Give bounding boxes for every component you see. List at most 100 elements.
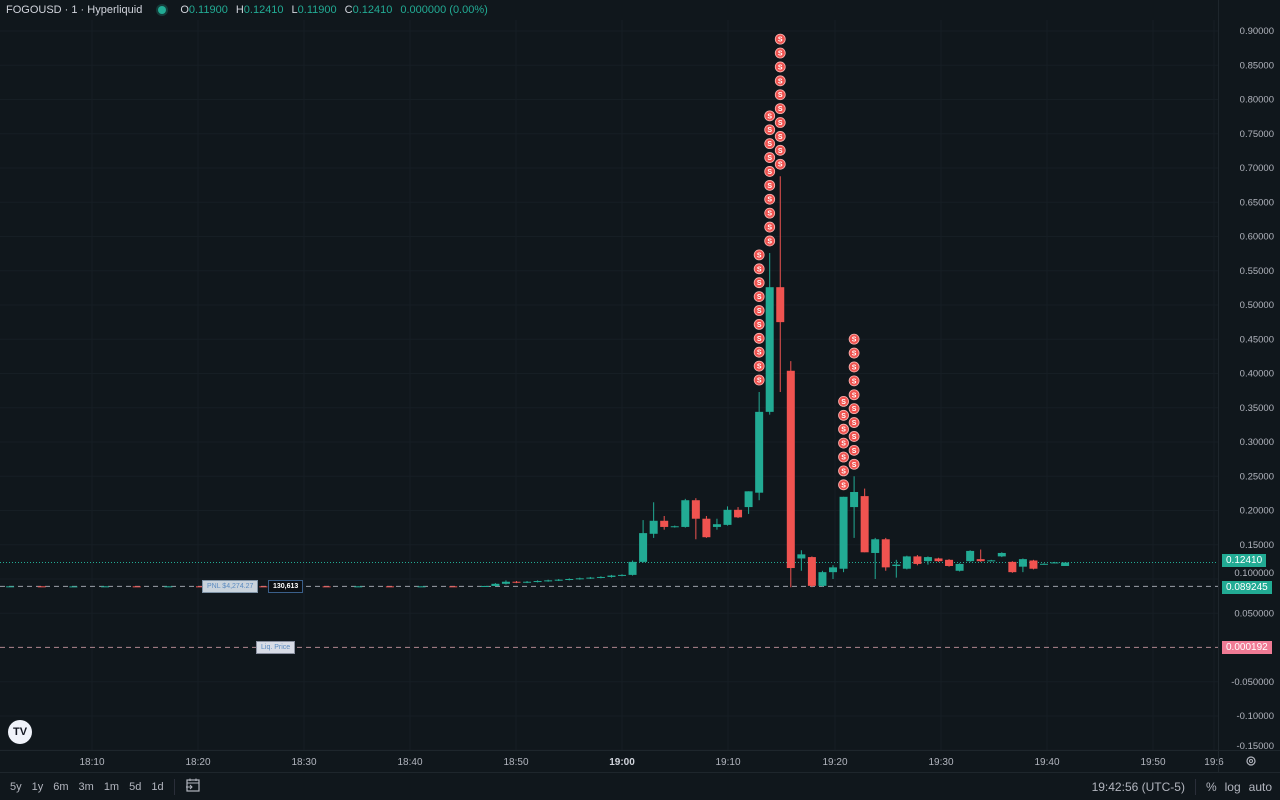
range-3m[interactable]: 3m xyxy=(78,780,94,793)
x-tick-label: 19:10 xyxy=(715,757,740,768)
log-toggle[interactable]: log xyxy=(1224,779,1241,794)
candle xyxy=(670,525,679,528)
sell-marker: S xyxy=(774,47,786,59)
sell-marker-label: S xyxy=(778,148,783,155)
sell-marker-label: S xyxy=(767,197,772,204)
sell-marker-icon xyxy=(774,131,786,142)
candle xyxy=(702,515,711,538)
gear-icon[interactable] xyxy=(1246,756,1256,766)
range-1m[interactable]: 1m xyxy=(103,780,120,793)
candle-body xyxy=(385,586,394,588)
range-5d[interactable]: 5d xyxy=(129,780,142,793)
candle xyxy=(776,176,785,392)
candle xyxy=(385,586,394,588)
symbol-title[interactable]: FOGOUSD · 1 · Hyperliquid xyxy=(6,4,143,16)
candle-body xyxy=(797,554,806,559)
candle-body xyxy=(934,558,943,562)
candle-body xyxy=(776,287,785,323)
candle xyxy=(860,488,869,553)
sell-marker-label: S xyxy=(778,92,783,99)
y-tick-label: 0.30000 xyxy=(1240,437,1274,448)
sell-marker: S xyxy=(838,409,849,421)
sell-marker-label: S xyxy=(778,51,783,58)
sell-marker-icon xyxy=(753,291,765,302)
sell-marker-icon xyxy=(848,375,860,387)
sell-marker-label: S xyxy=(757,280,762,287)
sell-marker-icon xyxy=(774,117,786,128)
y-tick-label: -0.050000 xyxy=(1231,677,1274,688)
candle-body xyxy=(322,586,331,588)
sell-marker-icon xyxy=(764,235,776,247)
candle-body xyxy=(554,579,563,581)
sell-marker-label: S xyxy=(767,127,772,134)
ohlc-high-value: 0.12410 xyxy=(243,4,284,16)
sell-marker: S xyxy=(764,193,776,205)
x-tick-label: 19:50 xyxy=(1140,757,1165,768)
sell-marker-label: S xyxy=(767,169,772,176)
sell-marker-icon xyxy=(774,158,786,170)
candle xyxy=(1018,558,1027,573)
sell-marker-label: S xyxy=(778,120,783,127)
candle-body xyxy=(618,574,626,576)
ohlc-low-value: 0.11900 xyxy=(297,4,337,16)
candle-body xyxy=(6,586,15,588)
sell-marker-icon xyxy=(774,103,786,115)
sell-marker-label: S xyxy=(757,322,762,329)
entry-price-badge: 0.089245 xyxy=(1222,581,1272,594)
sell-marker-icon xyxy=(764,179,776,191)
divider xyxy=(1194,778,1196,795)
candle xyxy=(892,559,901,578)
sell-marker-icon xyxy=(753,305,765,316)
sell-marker-icon xyxy=(764,221,776,233)
position-size-label[interactable]: 130,613 xyxy=(268,580,304,593)
candle xyxy=(512,581,521,584)
calendar-goto-icon[interactable] xyxy=(185,777,201,796)
sell-marker-label: S xyxy=(841,399,846,406)
sell-marker: S xyxy=(774,33,786,45)
price-chart[interactable]: 0.90000 0.85000 0.80000 0.75000 0.70000 0.650… xyxy=(0,0,1280,772)
candle xyxy=(449,586,458,588)
clock[interactable]: 19:42:56 (UTC-5) xyxy=(1091,779,1185,794)
candle xyxy=(723,506,732,526)
range-1d[interactable]: 1d xyxy=(151,780,164,793)
sell-marker: S xyxy=(848,347,860,359)
range-1y[interactable]: 1y xyxy=(31,780,44,793)
sell-marker-icon xyxy=(838,451,849,463)
sell-marker-label: S xyxy=(841,482,846,489)
sell-marker-label: S xyxy=(767,211,772,218)
y-tick-label: 0.55000 xyxy=(1240,266,1274,277)
candle-body xyxy=(829,567,837,573)
range-5y[interactable]: 5y xyxy=(10,780,22,793)
sell-marker: S xyxy=(848,375,860,387)
percent-toggle[interactable]: % xyxy=(1205,779,1217,794)
x-tick-label: 18:50 xyxy=(503,757,528,768)
candle-body xyxy=(1008,561,1017,573)
y-tick-label: 0.65000 xyxy=(1240,197,1274,208)
sell-marker-icon xyxy=(764,207,776,219)
sell-marker-label: S xyxy=(778,37,783,44)
candle-body xyxy=(69,586,78,588)
candle xyxy=(575,577,584,580)
sell-marker-icon xyxy=(753,374,765,386)
y-tick-label: 0.60000 xyxy=(1240,232,1274,243)
candle xyxy=(691,498,700,540)
candle xyxy=(565,578,574,581)
sell-marker: S xyxy=(774,61,786,73)
sell-marker-label: S xyxy=(852,420,857,427)
auto-toggle[interactable]: auto xyxy=(1248,779,1272,794)
sell-marker: S xyxy=(774,117,786,128)
sell-marker-icon xyxy=(774,75,786,87)
candle-body xyxy=(544,580,553,582)
sell-marker-label: S xyxy=(852,351,857,358)
pnl-label[interactable]: PNL $4,274.27 xyxy=(202,580,259,593)
liq-price-label[interactable]: Liq. Price xyxy=(256,641,296,654)
tradingview-logo[interactable]: TV xyxy=(8,720,32,744)
candle-body xyxy=(923,557,932,562)
candle xyxy=(523,581,532,584)
y-tick-label: 0.15000 xyxy=(1240,540,1274,551)
range-6m[interactable]: 6m xyxy=(53,780,69,793)
candle xyxy=(681,498,690,528)
y-tick-label: -0.15000 xyxy=(1236,741,1274,752)
candle xyxy=(966,550,975,562)
sell-marker-label: S xyxy=(767,141,772,148)
